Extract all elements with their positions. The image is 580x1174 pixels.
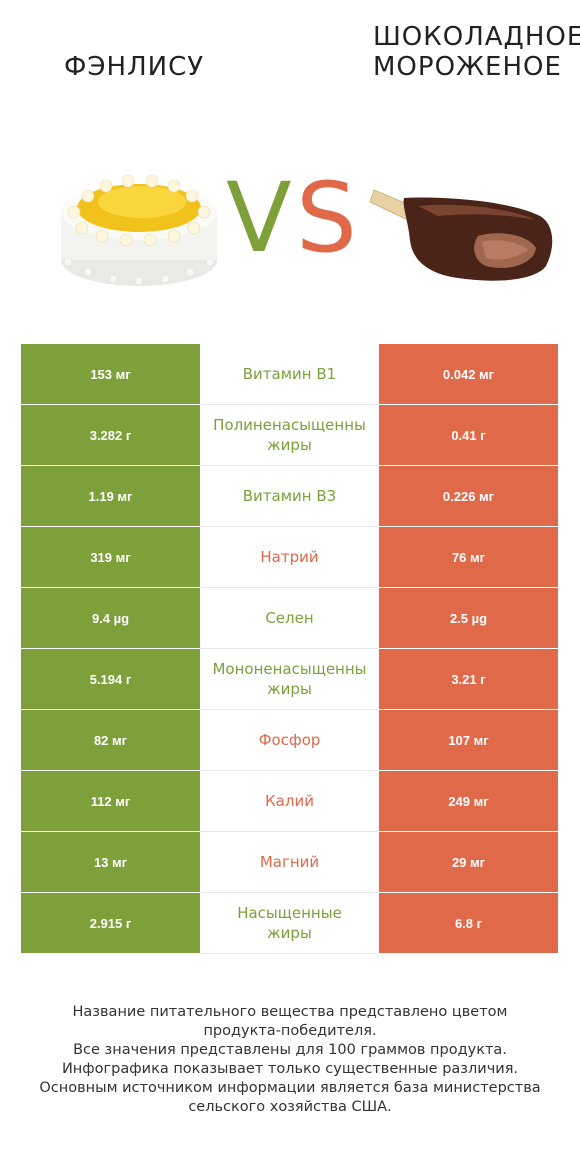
left-value: 5.194 г [21,648,200,710]
nutrient-name: Селен [200,587,379,649]
nutrient-name-line2: жиры [267,436,312,454]
comparison-row: 82 мг Фосфор 107 мг [21,709,558,771]
right-value: 2.5 µg [379,587,558,649]
right-value: 107 мг [379,709,558,771]
nutrient-name-line2: жиры [267,924,312,942]
nutrient-name-line1: Мононенасыщенны [212,660,367,678]
left-value: 319 мг [21,526,200,588]
left-value: 9.4 µg [21,587,200,649]
comparison-row: 319 мг Натрий 76 мг [21,526,558,588]
nutrient-name-line2: жиры [267,680,312,698]
nutrient-name: Витамин B3 [200,465,379,527]
left-value: 13 мг [21,831,200,893]
left-value: 1.19 мг [21,465,200,527]
right-value: 0.41 г [379,404,558,466]
comparison-row: 3.282 г Полиненасыщенны жиры 0.41 г [21,404,558,466]
right-value: 29 мг [379,831,558,893]
footer-line: продукта-победителя. [203,1023,377,1039]
nutrient-name: Насыщенные жиры [200,892,379,954]
chocolate-ice-cream-image [369,189,553,281]
left-value: 153 мг [21,344,200,405]
nutrient-name-line1: Калий [265,792,314,810]
right-value: 6.8 г [379,892,558,954]
nutrient-name: Мононенасыщенны жиры [200,648,379,710]
right-value: 3.21 г [379,648,558,710]
footer-notes: Название питательного вещества представл… [20,1003,560,1117]
vs-letter-s: S [296,162,357,274]
left-value: 3.282 г [21,404,200,466]
comparison-row: 13 мг Магний 29 мг [21,831,558,893]
nutrient-name-line1: Насыщенные [237,904,342,922]
comparison-row: 153 мг Витамин B1 0.042 мг [21,344,558,405]
cake-image [61,174,217,286]
footer-line: Инфографика показывает только существенн… [61,1061,519,1077]
right-value: 0.226 мг [379,465,558,527]
nutrient-name: Калий [200,770,379,832]
nutrient-name-line1: Витамин B3 [242,487,337,505]
nutrient-name-line1: Витамин B1 [242,365,337,383]
comparison-row: 5.194 г Мононенасыщенны жиры 3.21 г [21,648,558,710]
comparison-row: 9.4 µg Селен 2.5 µg [21,587,558,649]
nutrient-name-line1: Полиненасыщенны [213,416,366,434]
right-title-line2: МОРОЖЕНОЕ [373,52,562,82]
comparison-row: 1.19 мг Витамин B3 0.226 мг [21,465,558,527]
footer-line: Название питательного вещества представл… [72,1004,508,1020]
nutrient-name: Магний [200,831,379,893]
comparison-row: 2.915 г Насыщенные жиры 6.8 г [21,892,558,954]
right-title-line1: ШОКОЛАДНОЕ [373,22,580,52]
nutrient-name-line1: Селен [265,609,314,627]
left-value: 2.915 г [21,892,200,954]
nutrient-name-line1: Магний [259,853,320,871]
footer-line: Основным источником информации является … [39,1080,541,1096]
nutrient-name: Витамин B1 [200,344,379,405]
footer-line: Все значения представлены для 100 граммо… [73,1042,507,1058]
nutrient-name: Натрий [200,526,379,588]
left-product-title: ФЭНЛИСУ [64,52,205,82]
nutrient-name-line1: Фосфор [258,731,321,749]
comparison-row: 112 мг Калий 249 мг [21,770,558,832]
right-product-title: ШОКОЛАДНОЕ МОРОЖЕНОЕ [373,22,580,82]
left-value: 112 мг [21,770,200,832]
nutrient-name: Фосфор [200,709,379,771]
footer-line: сельского хозяйства США. [188,1099,392,1115]
comparison-table: 153 мг Витамин B1 0.042 мг 3.282 г Полиненас… [21,344,558,954]
nutrient-name: Полиненасыщенны жиры [200,404,379,466]
nutrient-name-line1: Натрий [260,548,319,566]
right-value: 0.042 мг [379,344,558,405]
right-value: 249 мг [379,770,558,832]
left-value: 82 мг [21,709,200,771]
vs-letter-v: V [226,162,292,274]
right-value: 76 мг [379,526,558,588]
